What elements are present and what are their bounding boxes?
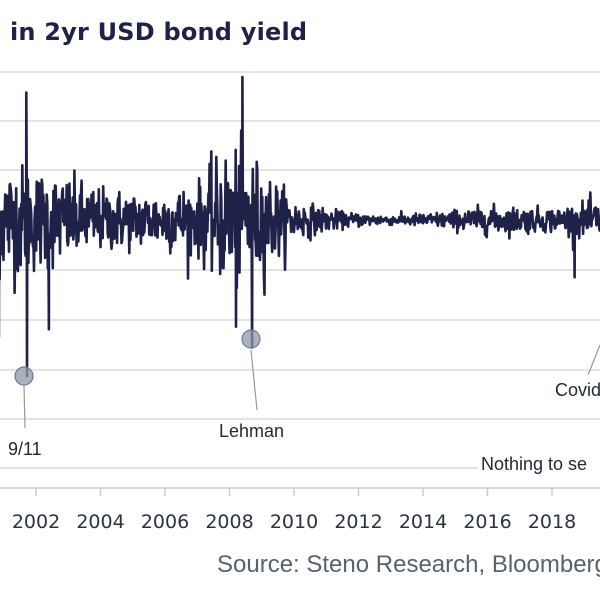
x-tick-label: 2018 [528,511,576,533]
leader-line [23,385,26,429]
series-2yr-yield-change [0,75,600,378]
series-line [0,75,600,378]
x-tick-label: 2008 [205,511,253,533]
leader-line [250,349,258,411]
x-tick-label: 2014 [399,511,447,533]
x-tick-label: 2010 [270,511,318,533]
x-tick-label: 2002 [12,511,60,533]
event-marker [241,329,261,349]
annotation-label: Lehman [219,421,284,441]
leader-line [587,344,600,376]
x-tick-label: 2004 [76,511,124,533]
x-axis: 20022004200620082010201220142016201820 [12,488,576,533]
annotation-label: Nothing to se [481,454,587,474]
chart-title: in 2yr USD bond yield [10,18,308,46]
x-tick-label: 2006 [141,511,189,533]
annotation-label: Covid [555,380,600,400]
annotation-background [478,450,600,476]
x-tick-label: 2012 [334,511,382,533]
x-tick-label: 2016 [463,511,511,533]
source-note: Source: Steno Research, Bloomberg [217,551,600,578]
annotations: 9/11 Lehman Covid Nothing to se [8,329,600,476]
event-marker [14,366,34,386]
annotation-label: 9/11 [8,439,42,459]
gridlines [0,71,600,489]
